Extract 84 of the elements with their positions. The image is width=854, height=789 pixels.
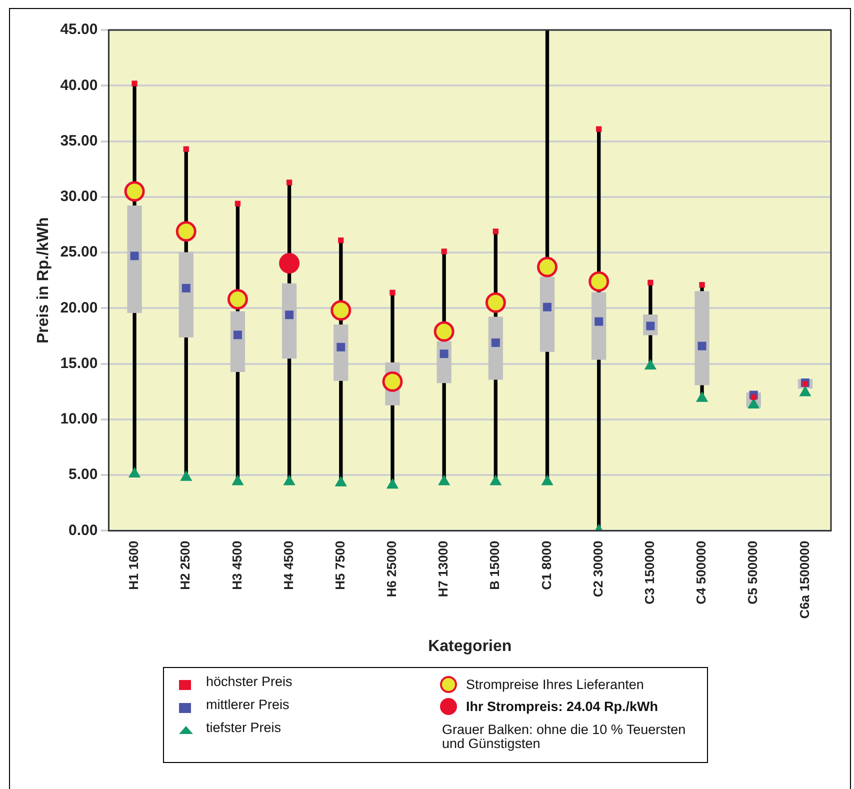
y-tick-label: 45.00 xyxy=(60,21,98,38)
bar xyxy=(178,252,194,338)
bar xyxy=(592,292,606,360)
y-tick-label: 20.00 xyxy=(60,299,98,316)
point xyxy=(541,474,554,486)
point xyxy=(232,474,244,486)
point xyxy=(233,330,242,340)
bar xyxy=(334,324,348,381)
point xyxy=(699,282,705,288)
point xyxy=(648,280,654,286)
point xyxy=(286,180,292,186)
x-tick-label: H7 13000 xyxy=(436,540,451,598)
point xyxy=(183,146,189,152)
y-tick-label: 10.00 xyxy=(60,410,98,428)
x-tick-label: H5 7500 xyxy=(332,540,348,590)
x-tick-label: C5 500000 xyxy=(745,540,760,604)
y-tick-label: 30.00 xyxy=(60,188,98,206)
legend-label: Strompreise Ihres Lieferanten xyxy=(466,677,644,692)
point xyxy=(644,359,656,370)
point xyxy=(537,256,558,278)
y-tick-label: 15.00 xyxy=(60,354,98,372)
point xyxy=(543,302,552,312)
y-tick-label: 5.00 xyxy=(68,466,98,484)
legend-label: Ihr Strompreis: 24.04 Rp./kWh xyxy=(466,699,658,714)
point xyxy=(338,237,344,244)
point xyxy=(132,80,138,86)
point xyxy=(334,476,347,486)
point xyxy=(596,126,602,132)
point xyxy=(227,289,248,310)
bar xyxy=(282,283,297,359)
point xyxy=(234,200,241,206)
x-axis-title: Kategorien xyxy=(428,638,512,655)
point xyxy=(128,466,141,478)
y-tick-label: 40.00 xyxy=(60,76,98,94)
point xyxy=(390,290,396,296)
y-tick-label: 25.00 xyxy=(60,244,98,261)
x-tick-label: H3 4500 xyxy=(229,540,244,590)
y-axis-title: Preis in Rp./kWh xyxy=(35,217,52,344)
point xyxy=(279,252,300,274)
point xyxy=(438,474,450,486)
y-tick-label: 35.00 xyxy=(60,132,98,150)
x-tick-label: C2 30000 xyxy=(590,540,606,598)
x-tick-label: B 15000 xyxy=(487,540,502,590)
point xyxy=(696,391,708,402)
bar xyxy=(694,291,710,386)
point xyxy=(698,342,706,350)
point xyxy=(176,221,196,242)
text: Grauer Balken: ohne die 10 % Teuersten und Günstigsten xyxy=(442,722,687,751)
point xyxy=(130,252,139,260)
x-tick-label: C4 500000 xyxy=(694,540,709,604)
x-tick-label: C1 8000 xyxy=(538,540,554,590)
point xyxy=(485,292,506,313)
point xyxy=(180,470,192,481)
point xyxy=(492,228,498,234)
point xyxy=(491,338,500,347)
x-tick-label: C3 150000 xyxy=(642,540,658,604)
point xyxy=(124,181,145,202)
point xyxy=(336,342,346,352)
x-tick-label: H6 25000 xyxy=(384,540,400,598)
bar xyxy=(127,205,142,313)
point xyxy=(283,474,296,486)
point xyxy=(434,321,454,342)
x-tick-label: H4 4500 xyxy=(280,540,296,590)
x-tick-label: H2 2500 xyxy=(178,540,193,590)
bar xyxy=(488,316,503,380)
legend-label: höchster Preis xyxy=(206,674,292,689)
point xyxy=(386,478,399,489)
point xyxy=(330,300,352,321)
point xyxy=(440,350,448,358)
point xyxy=(588,271,610,292)
legend-label: tiefster Preis xyxy=(206,720,282,735)
bar xyxy=(540,276,555,352)
bar xyxy=(230,311,246,372)
point xyxy=(490,474,502,486)
point xyxy=(285,310,294,320)
x-tick-label: C6a 1500000 xyxy=(796,540,812,619)
legend-label: mittlerer Preis xyxy=(206,697,290,712)
x-tick-label: H1 1600 xyxy=(126,540,142,590)
point xyxy=(799,386,812,396)
point xyxy=(182,284,190,292)
point xyxy=(594,317,604,326)
y-tick-label: 0.00 xyxy=(68,522,98,539)
point xyxy=(441,248,447,254)
point xyxy=(382,371,403,392)
